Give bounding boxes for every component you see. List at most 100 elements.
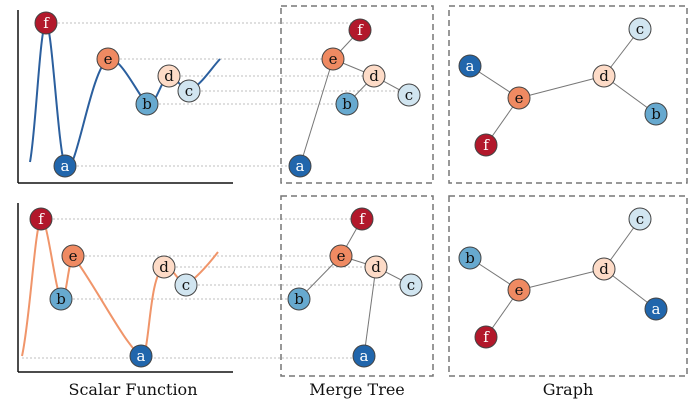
node-label: c: [185, 82, 193, 100]
top-scalar-nodes: f a e b d c: [34, 11, 201, 178]
node-f: f: [34, 11, 58, 35]
bottom-merge-tree-nodes: f e d b c a: [287, 207, 423, 368]
node-label: c: [182, 276, 190, 294]
node-label: e: [104, 50, 113, 68]
node-label: f: [359, 210, 366, 228]
captions: Scalar Function Merge Tree Graph: [68, 380, 593, 399]
node-label: e: [337, 247, 346, 265]
node-f: f: [350, 207, 374, 231]
graph-edge-e-d: [518, 75, 605, 99]
node-b: b: [458, 246, 482, 270]
node-b: b: [135, 92, 159, 116]
node-a: a: [458, 54, 482, 78]
node-label: b: [465, 249, 475, 267]
node-f: f: [29, 207, 53, 231]
node-label: a: [360, 347, 369, 365]
caption-graph: Graph: [543, 380, 594, 399]
node-a: a: [129, 344, 153, 368]
tree-edge-d-a: [363, 266, 377, 357]
node-b: b: [335, 92, 359, 116]
node-c: c: [397, 83, 421, 107]
node-label: b: [342, 95, 352, 113]
bottom-scalar-nodes: f e b d c a: [29, 207, 198, 368]
node-label: c: [636, 20, 644, 38]
bottom-graph-box: [448, 195, 688, 377]
node-label: e: [69, 247, 78, 265]
node-label: d: [164, 67, 174, 85]
node-label: a: [137, 347, 146, 365]
caption-scalar-function: Scalar Function: [68, 380, 197, 399]
tree-edge-e-a: [299, 58, 334, 167]
bottom-merge-tree-box: [280, 195, 434, 377]
node-label: b: [56, 290, 66, 308]
node-c: c: [399, 273, 423, 297]
node-e: e: [507, 86, 531, 110]
node-b: b: [644, 102, 668, 126]
node-e: e: [321, 47, 345, 71]
node-c: c: [628, 17, 652, 41]
node-label: f: [483, 328, 490, 346]
top-merge-tree-nodes: f e d b c a: [288, 18, 421, 178]
node-label: a: [296, 157, 305, 175]
node-label: d: [371, 258, 381, 276]
node-d: d: [152, 255, 176, 279]
node-a: a: [288, 154, 312, 178]
node-f: f: [348, 18, 372, 42]
node-label: a: [61, 157, 70, 175]
node-d: d: [592, 64, 616, 88]
top-graph-edges: [469, 28, 657, 146]
node-label: f: [357, 21, 364, 39]
node-c: c: [177, 79, 201, 103]
node-label: d: [159, 258, 169, 276]
node-e: e: [329, 244, 353, 268]
node-e: e: [96, 47, 120, 71]
node-label: c: [636, 210, 644, 228]
node-label: c: [407, 276, 415, 294]
node-d: d: [364, 255, 388, 279]
node-label: f: [43, 14, 50, 32]
bottom-guide-lines: [22, 218, 411, 359]
node-b: b: [49, 287, 73, 311]
node-label: c: [405, 86, 413, 104]
node-a: a: [352, 344, 376, 368]
top-axes: [17, 10, 233, 184]
node-label: e: [515, 89, 524, 107]
node-label: a: [652, 300, 661, 318]
node-e: e: [507, 278, 531, 302]
node-a: a: [53, 154, 77, 178]
bottom-graph-nodes: b c d e a f: [458, 207, 668, 349]
node-label: b: [651, 105, 661, 123]
node-label: d: [599, 260, 609, 278]
bottom-merge-tree-edges: [298, 218, 412, 357]
node-f: f: [474, 133, 498, 157]
node-label: d: [369, 67, 379, 85]
node-label: d: [599, 67, 609, 85]
node-e: e: [61, 244, 85, 268]
bottom-axes: [17, 203, 233, 373]
node-d: d: [592, 257, 616, 281]
node-label: e: [515, 281, 524, 299]
node-label: b: [142, 95, 152, 113]
node-f: f: [474, 325, 498, 349]
node-d: d: [362, 64, 386, 88]
top-graph-nodes: a c d e b f: [458, 17, 668, 157]
top-merge-tree-box: [280, 5, 434, 184]
node-label: f: [38, 210, 45, 228]
node-label: f: [483, 136, 490, 154]
node-b: b: [287, 287, 311, 311]
row-top: f a e b d c f e d b c a a c d e b f: [17, 5, 688, 184]
node-a: a: [644, 297, 668, 321]
node-label: e: [329, 50, 338, 68]
node-label: a: [466, 57, 475, 75]
top-guide-lines: [46, 22, 409, 167]
node-c: c: [628, 207, 652, 231]
row-bottom: f e b d c a f e d b c a b c d e a f: [17, 195, 688, 377]
node-c: c: [174, 273, 198, 297]
graph-edge-e-d: [518, 268, 605, 291]
node-d: d: [157, 64, 181, 88]
caption-merge-tree: Merge Tree: [309, 380, 405, 399]
bottom-graph-edges: [469, 218, 657, 338]
top-graph-box: [448, 5, 688, 184]
node-label: b: [294, 290, 304, 308]
